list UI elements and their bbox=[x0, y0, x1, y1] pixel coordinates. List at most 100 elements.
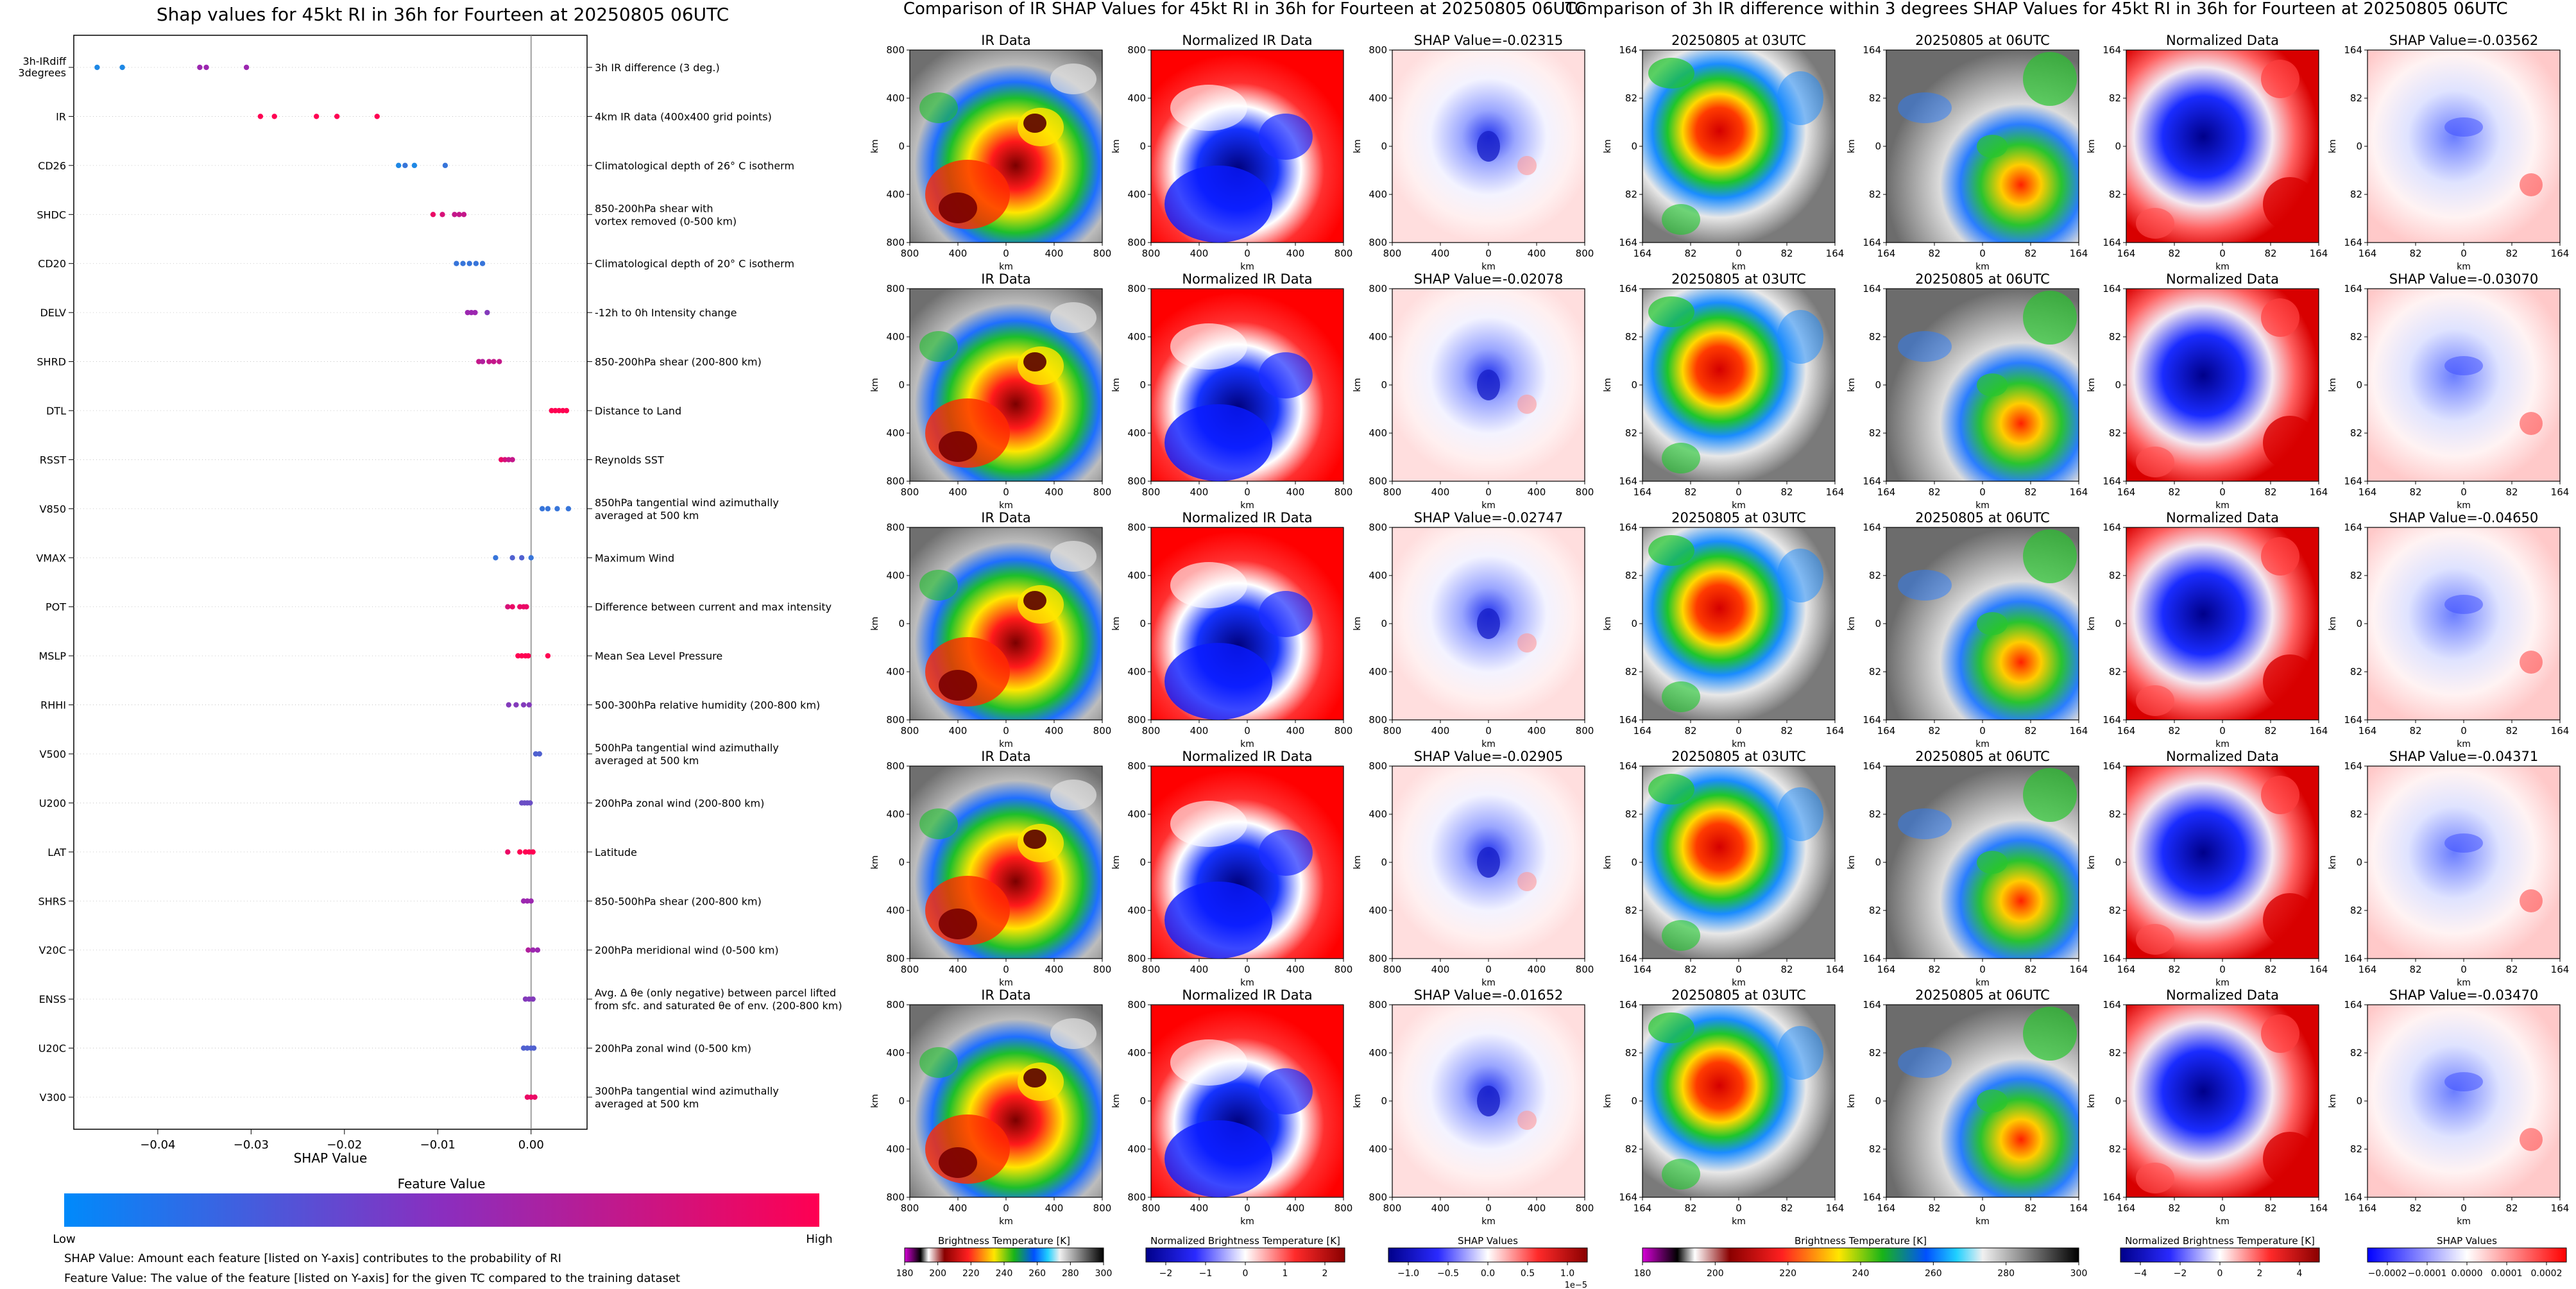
cloud-feature bbox=[1898, 331, 1952, 362]
x-axis-label: km bbox=[1732, 500, 1746, 511]
image-panel: SHAP Value=-0.01652800800400400004004008… bbox=[1352, 987, 1594, 1227]
y-tick-label: 82 bbox=[2350, 1143, 2362, 1155]
x-axis-label: km bbox=[1481, 1216, 1496, 1227]
x-tick-label: 800 bbox=[901, 486, 919, 498]
x-tick-label: −0.02 bbox=[327, 1138, 362, 1152]
x-tick-label: 400 bbox=[1190, 248, 1209, 259]
x-axis-label: km bbox=[1732, 978, 1746, 988]
y-axis-label: km bbox=[1352, 139, 1363, 153]
feature-code-label: LAT bbox=[47, 846, 66, 858]
colorbar-tick-label: −1.0 bbox=[1397, 1268, 1419, 1279]
x-tick-label: 0 bbox=[2461, 486, 2467, 498]
colorbar-tick-label: 0 bbox=[2217, 1268, 2223, 1279]
ir-panel-title: Comparison of IR SHAP Values for 45kt RI… bbox=[903, 0, 1586, 19]
x-axis-label: km bbox=[1240, 262, 1254, 272]
shap-point bbox=[545, 506, 551, 512]
colorbar-tick-label: −2 bbox=[2174, 1268, 2187, 1279]
colorbar-tick-label: 2 bbox=[2257, 1268, 2263, 1279]
cloud-feature bbox=[1018, 108, 1064, 146]
x-axis-label: km bbox=[1732, 1216, 1746, 1227]
x-tick-label: 164 bbox=[2070, 486, 2088, 498]
x-tick-label: 0 bbox=[1003, 1202, 1009, 1214]
y-tick-label: 800 bbox=[1127, 714, 1146, 726]
cloud-feature bbox=[2261, 60, 2299, 98]
x-tick-label: 800 bbox=[1576, 248, 1594, 259]
x-tick-label: 164 bbox=[2551, 248, 2570, 259]
colorbar-gradient bbox=[2367, 1247, 2567, 1263]
panel-image bbox=[909, 1004, 1103, 1198]
shap-point bbox=[243, 64, 250, 71]
shap-point bbox=[525, 947, 531, 953]
cloud-feature bbox=[925, 160, 1010, 229]
x-tick-label: 800 bbox=[1576, 486, 1594, 498]
image-panel: 20250805 at 06UTC1641648282008282164164k… bbox=[1847, 271, 2088, 511]
colorbar-high-label: High bbox=[806, 1233, 832, 1246]
colorbar-tick-label: 220 bbox=[1779, 1268, 1796, 1279]
y-tick-label: 164 bbox=[1619, 714, 1637, 726]
cloud-feature bbox=[1777, 71, 1823, 125]
cloud-feature bbox=[1164, 643, 1272, 720]
y-tick-label: 800 bbox=[886, 714, 905, 726]
cloud-feature bbox=[2263, 1132, 2317, 1186]
colorbar-tick-label: 200 bbox=[1707, 1268, 1724, 1279]
panel-title: Normalized IR Data bbox=[1182, 749, 1312, 764]
cloud-feature bbox=[1662, 1159, 1700, 1190]
y-tick-label: 82 bbox=[1625, 570, 1637, 581]
y-tick-label: 800 bbox=[886, 44, 905, 56]
image-panel: Normalized Data1641648282008282164164kmk… bbox=[2086, 271, 2328, 511]
cloud-feature bbox=[919, 570, 958, 601]
y-tick-label: 164 bbox=[1863, 760, 1881, 772]
cloud-feature bbox=[1164, 166, 1272, 243]
colorbar-tick-label: 300 bbox=[1095, 1268, 1113, 1279]
x-tick-label: 164 bbox=[1826, 486, 1845, 498]
shap-point bbox=[491, 359, 497, 364]
image-panel: 20250805 at 06UTC1641648282008282164164k… bbox=[1847, 510, 2088, 749]
y-tick-label: 400 bbox=[1127, 92, 1146, 104]
panel-title: SHAP Value=-0.02315 bbox=[1414, 33, 1564, 48]
image-panel: SHAP Value=-0.03470164164828200828216416… bbox=[2328, 987, 2569, 1227]
panel-image bbox=[1642, 527, 1836, 721]
y-tick-label: 82 bbox=[1869, 808, 1881, 820]
y-axis-label: km bbox=[2086, 855, 2097, 869]
x-axis-label: km bbox=[2215, 1216, 2230, 1227]
y-tick-label: 82 bbox=[2109, 427, 2121, 439]
image-panel: Normalized Data1641648282008282164164kmk… bbox=[2086, 987, 2328, 1227]
y-tick-label: 0 bbox=[1139, 618, 1146, 629]
y-axis-label: km bbox=[2328, 378, 2338, 392]
x-tick-label: 164 bbox=[2310, 248, 2328, 259]
x-tick-label: 82 bbox=[2264, 964, 2276, 975]
y-tick-label: 164 bbox=[2103, 283, 2121, 295]
panel-title: 20250805 at 03UTC bbox=[1671, 33, 1806, 48]
x-tick-label: 82 bbox=[1684, 964, 1696, 975]
shap-point bbox=[468, 309, 474, 316]
cloud-feature bbox=[1477, 847, 1500, 878]
y-tick-label: 164 bbox=[1863, 283, 1881, 295]
x-tick-label: 164 bbox=[2310, 964, 2328, 975]
shap-point bbox=[197, 64, 203, 71]
image-panel: SHAP Value=-0.02905800800400400004004008… bbox=[1352, 749, 1594, 988]
x-tick-label: 400 bbox=[1431, 248, 1450, 259]
x-tick-label: 0 bbox=[1244, 1202, 1250, 1214]
y-tick-label: 0 bbox=[1139, 1095, 1146, 1107]
cloud-feature bbox=[2444, 833, 2483, 853]
cloud-feature bbox=[1517, 633, 1537, 653]
x-tick-label: 0 bbox=[1736, 248, 1742, 259]
shap-point bbox=[203, 64, 209, 71]
cloud-feature bbox=[1164, 882, 1272, 959]
panel-image bbox=[2367, 49, 2561, 243]
x-axis-label: km bbox=[2457, 739, 2471, 749]
y-axis-label: km bbox=[2086, 1094, 2097, 1108]
x-tick-label: 82 bbox=[1780, 964, 1793, 975]
cloud-feature bbox=[1898, 570, 1952, 601]
x-tick-label: 0 bbox=[1003, 248, 1009, 259]
feature-code-label: V20C bbox=[39, 944, 66, 957]
x-tick-label: 164 bbox=[2070, 1202, 2088, 1214]
x-tick-label: 0 bbox=[2219, 964, 2226, 975]
x-tick-label: 0 bbox=[2461, 964, 2467, 975]
panel-image bbox=[1886, 527, 2079, 721]
y-tick-label: 82 bbox=[1625, 331, 1637, 343]
x-tick-label: 800 bbox=[901, 725, 919, 737]
x-tick-label: 400 bbox=[1528, 486, 1546, 498]
y-tick-label: 164 bbox=[2103, 999, 2121, 1011]
y-tick-label: 800 bbox=[1369, 237, 1387, 248]
